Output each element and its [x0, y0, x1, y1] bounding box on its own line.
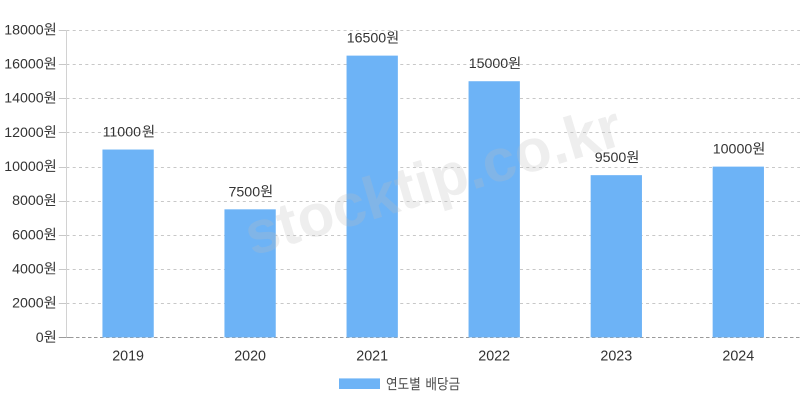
svg-text:2000: 2000: [12, 296, 44, 312]
svg-text:2021: 2021: [356, 348, 388, 364]
svg-text:7500: 7500: [229, 184, 261, 200]
svg-text:15000: 15000: [469, 56, 509, 72]
svg-text:14000: 14000: [4, 91, 44, 107]
svg-text:2022: 2022: [478, 348, 510, 364]
svg-text:8000: 8000: [12, 193, 44, 209]
svg-text:16500: 16500: [347, 31, 387, 47]
svg-text:2020: 2020: [234, 348, 266, 364]
svg-text:0: 0: [36, 330, 44, 346]
svg-text:12000: 12000: [4, 125, 44, 141]
svg-text:10000: 10000: [713, 142, 753, 158]
svg-text:18000: 18000: [4, 22, 44, 38]
svg-text:2024: 2024: [722, 348, 754, 364]
svg-text:4000: 4000: [12, 261, 44, 277]
svg-text:11000: 11000: [103, 125, 142, 141]
svg-text:2019: 2019: [112, 348, 144, 364]
svg-text:10000: 10000: [4, 159, 44, 175]
svg-text:2023: 2023: [600, 348, 632, 364]
svg-text:9500: 9500: [595, 150, 627, 166]
svg-text:16000: 16000: [4, 57, 44, 73]
svg-text:6000: 6000: [12, 227, 44, 243]
